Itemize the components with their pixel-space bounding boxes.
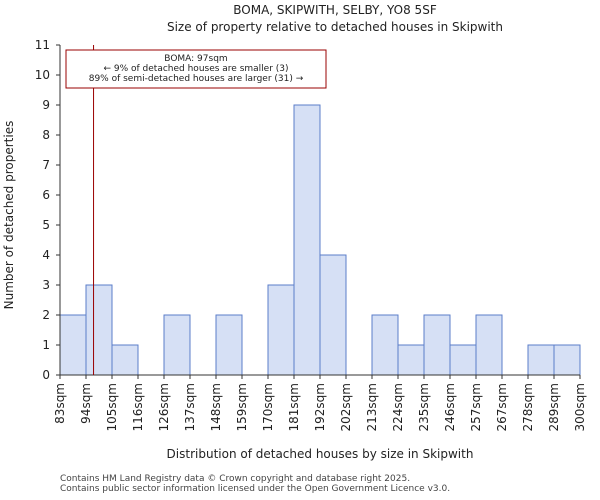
x-tick-label: 224sqm: [391, 383, 405, 431]
histogram-bar: [553, 344, 581, 376]
histogram-chart: BOMA, SKIPWITH, SELBY, YO8 5SF Size of p…: [2, 3, 587, 461]
x-tick-label: 278sqm: [521, 383, 535, 431]
x-tick-label: 267sqm: [495, 383, 509, 431]
footer-line-2: Contains public sector information licen…: [60, 484, 451, 494]
histogram-bar: [449, 344, 477, 376]
histogram-bar: [59, 314, 87, 376]
annotation-box: BOMA: 97sqm ← 9% of detached houses are …: [65, 49, 327, 89]
x-tick-label: 202sqm: [339, 383, 353, 431]
x-tick-label: 170sqm: [261, 383, 275, 431]
x-tick-label: 126sqm: [157, 383, 171, 431]
y-tick-label: 8: [42, 128, 50, 142]
x-tick-label: 159sqm: [235, 383, 249, 431]
y-tick-label: 10: [35, 68, 50, 82]
annotation-line-2: ← 9% of detached houses are smaller (3): [103, 64, 288, 74]
histogram-bar: [397, 344, 425, 376]
x-tick-label: 289sqm: [547, 383, 561, 431]
histogram-bar: [293, 104, 321, 376]
x-tick-label: 94sqm: [79, 383, 93, 424]
y-tick-label: 1: [42, 338, 50, 352]
x-tick-label: 192sqm: [313, 383, 327, 431]
histogram-bar: [423, 314, 451, 376]
histogram-bar: [111, 344, 139, 376]
y-tick-label: 0: [42, 368, 50, 382]
y-tick-label: 7: [42, 158, 50, 172]
x-tick-label: 235sqm: [417, 383, 431, 431]
histogram-bar: [527, 344, 555, 376]
x-axis-label: Distribution of detached houses by size …: [167, 447, 474, 461]
histogram-bar: [475, 314, 503, 376]
histogram-bar: [267, 284, 295, 376]
x-tick-label: 246sqm: [443, 383, 457, 431]
y-tick-label: 11: [35, 38, 50, 52]
x-tick-label: 213sqm: [365, 383, 379, 431]
x-tick-label: 148sqm: [209, 383, 223, 431]
chart-title: BOMA, SKIPWITH, SELBY, YO8 5SF: [233, 3, 437, 17]
y-tick-label: 2: [42, 308, 50, 322]
y-axis-label: Number of detached properties: [2, 121, 16, 310]
y-tick-label: 5: [42, 218, 50, 232]
annotation-line-1: BOMA: 97sqm: [164, 54, 227, 64]
footer-line-1: Contains HM Land Registry data © Crown c…: [60, 474, 411, 484]
x-tick-label: 257sqm: [469, 383, 483, 431]
histogram-bar: [319, 254, 347, 376]
y-tick-label: 9: [42, 98, 50, 112]
x-tick-label: 181sqm: [287, 383, 301, 431]
histogram-bar: [371, 314, 399, 376]
annotation-line-3: 89% of semi-detached houses are larger (…: [89, 74, 304, 84]
histogram-bar: [215, 314, 243, 376]
x-tick-label: 105sqm: [105, 383, 119, 431]
x-tick-label: 116sqm: [131, 383, 145, 431]
x-tick-label: 83sqm: [53, 383, 67, 424]
histogram-bar: [85, 284, 113, 376]
histogram-bar: [163, 314, 191, 376]
x-tick-label: 137sqm: [183, 383, 197, 431]
y-tick-label: 4: [42, 248, 50, 262]
y-tick-label: 6: [42, 188, 50, 202]
y-tick-label: 3: [42, 278, 50, 292]
x-tick-label: 300sqm: [573, 383, 587, 431]
chart-subtitle: Size of property relative to detached ho…: [167, 20, 503, 34]
